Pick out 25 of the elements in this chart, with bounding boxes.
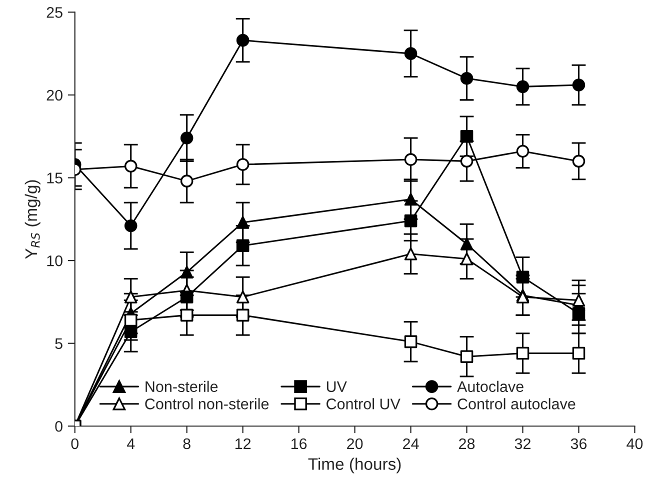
x-axis-title: Time (hours) (308, 458, 401, 474)
x-tick-label: 28 (459, 438, 475, 450)
legend-label: Control UV (326, 398, 400, 410)
y-tick-label: 15 (47, 172, 62, 184)
x-tick-label: 36 (570, 438, 587, 450)
legend-label: Control non-sterile (145, 398, 269, 410)
x-tick-label: 8 (183, 438, 190, 450)
legend-label: Autoclave (457, 380, 524, 392)
y-tick-label: 5 (55, 338, 62, 350)
x-tick-label: 20 (347, 438, 363, 450)
legend-label: UV (326, 381, 347, 392)
x-tick-label: 16 (291, 438, 307, 450)
x-tick-label: 40 (626, 438, 643, 450)
x-tick-label: 0 (71, 438, 79, 450)
legend-label: Non-sterile (146, 380, 218, 392)
legend-label: Control autoclave (458, 398, 576, 410)
y-tick-label: 25 (46, 7, 62, 18)
y-tick-label: 0 (55, 420, 62, 432)
y-tick-label: 20 (46, 90, 62, 101)
x-tick-label: 4 (126, 438, 135, 449)
x-tick-label: 12 (235, 438, 251, 449)
y-tick-label: 10 (47, 255, 62, 266)
y-axis-title: Y$_{RS}$ (mg/g) (24, 180, 40, 259)
x-tick-label: 32 (514, 438, 530, 450)
x-tick-label: 24 (403, 438, 419, 449)
